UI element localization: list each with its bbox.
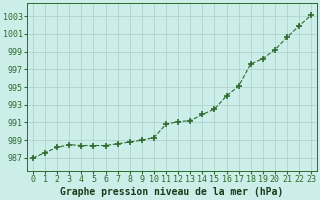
X-axis label: Graphe pression niveau de la mer (hPa): Graphe pression niveau de la mer (hPa) <box>60 187 284 197</box>
